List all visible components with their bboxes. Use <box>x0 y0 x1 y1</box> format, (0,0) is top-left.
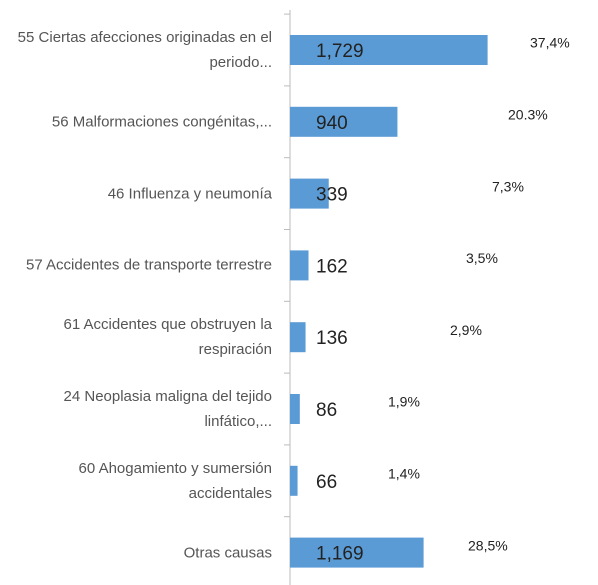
bar <box>290 250 309 281</box>
bar <box>290 537 424 568</box>
percent-label: 20.3% <box>508 107 548 123</box>
bar <box>290 465 298 496</box>
bar <box>290 322 306 353</box>
value-label: 136 <box>316 328 348 349</box>
percent-label: 7,3% <box>492 178 524 194</box>
value-label: 1,169 <box>316 544 364 565</box>
category-label: 60 Ahogamiento y sumersión accidentales <box>78 459 272 502</box>
percent-label: 28,5% <box>468 537 508 553</box>
value-label: 339 <box>316 185 348 206</box>
percent-label: 37,4% <box>530 35 570 51</box>
category-label: 55 Ciertas afecciones originadas en el p… <box>17 29 272 71</box>
category-label: Otras causas <box>183 544 272 562</box>
bar <box>290 106 398 137</box>
category-label: 46 Influenza y neumonía <box>107 185 272 203</box>
category-label: 61 Accidentes que obstruyen la respiraci… <box>63 316 272 359</box>
percent-label: 3,5% <box>466 250 498 266</box>
bar <box>290 35 488 65</box>
category-label: 56 Malformaciones congénitas,... <box>51 113 272 131</box>
category-label: 24 Neoplasia maligna del tejido linfátic… <box>63 388 272 430</box>
bar <box>290 394 300 424</box>
value-label: 162 <box>316 256 348 277</box>
bar <box>290 178 329 209</box>
category-label: 57 Accidentes de transporte terrestre <box>26 256 272 274</box>
percent-label: 1,9% <box>388 394 420 410</box>
percent-label: 1,4% <box>388 466 420 482</box>
value-label: 86 <box>316 400 337 421</box>
value-label: 940 <box>316 113 348 134</box>
percent-label: 2,9% <box>450 322 482 338</box>
value-label: 66 <box>316 472 337 493</box>
value-label: 1,729 <box>316 41 364 62</box>
